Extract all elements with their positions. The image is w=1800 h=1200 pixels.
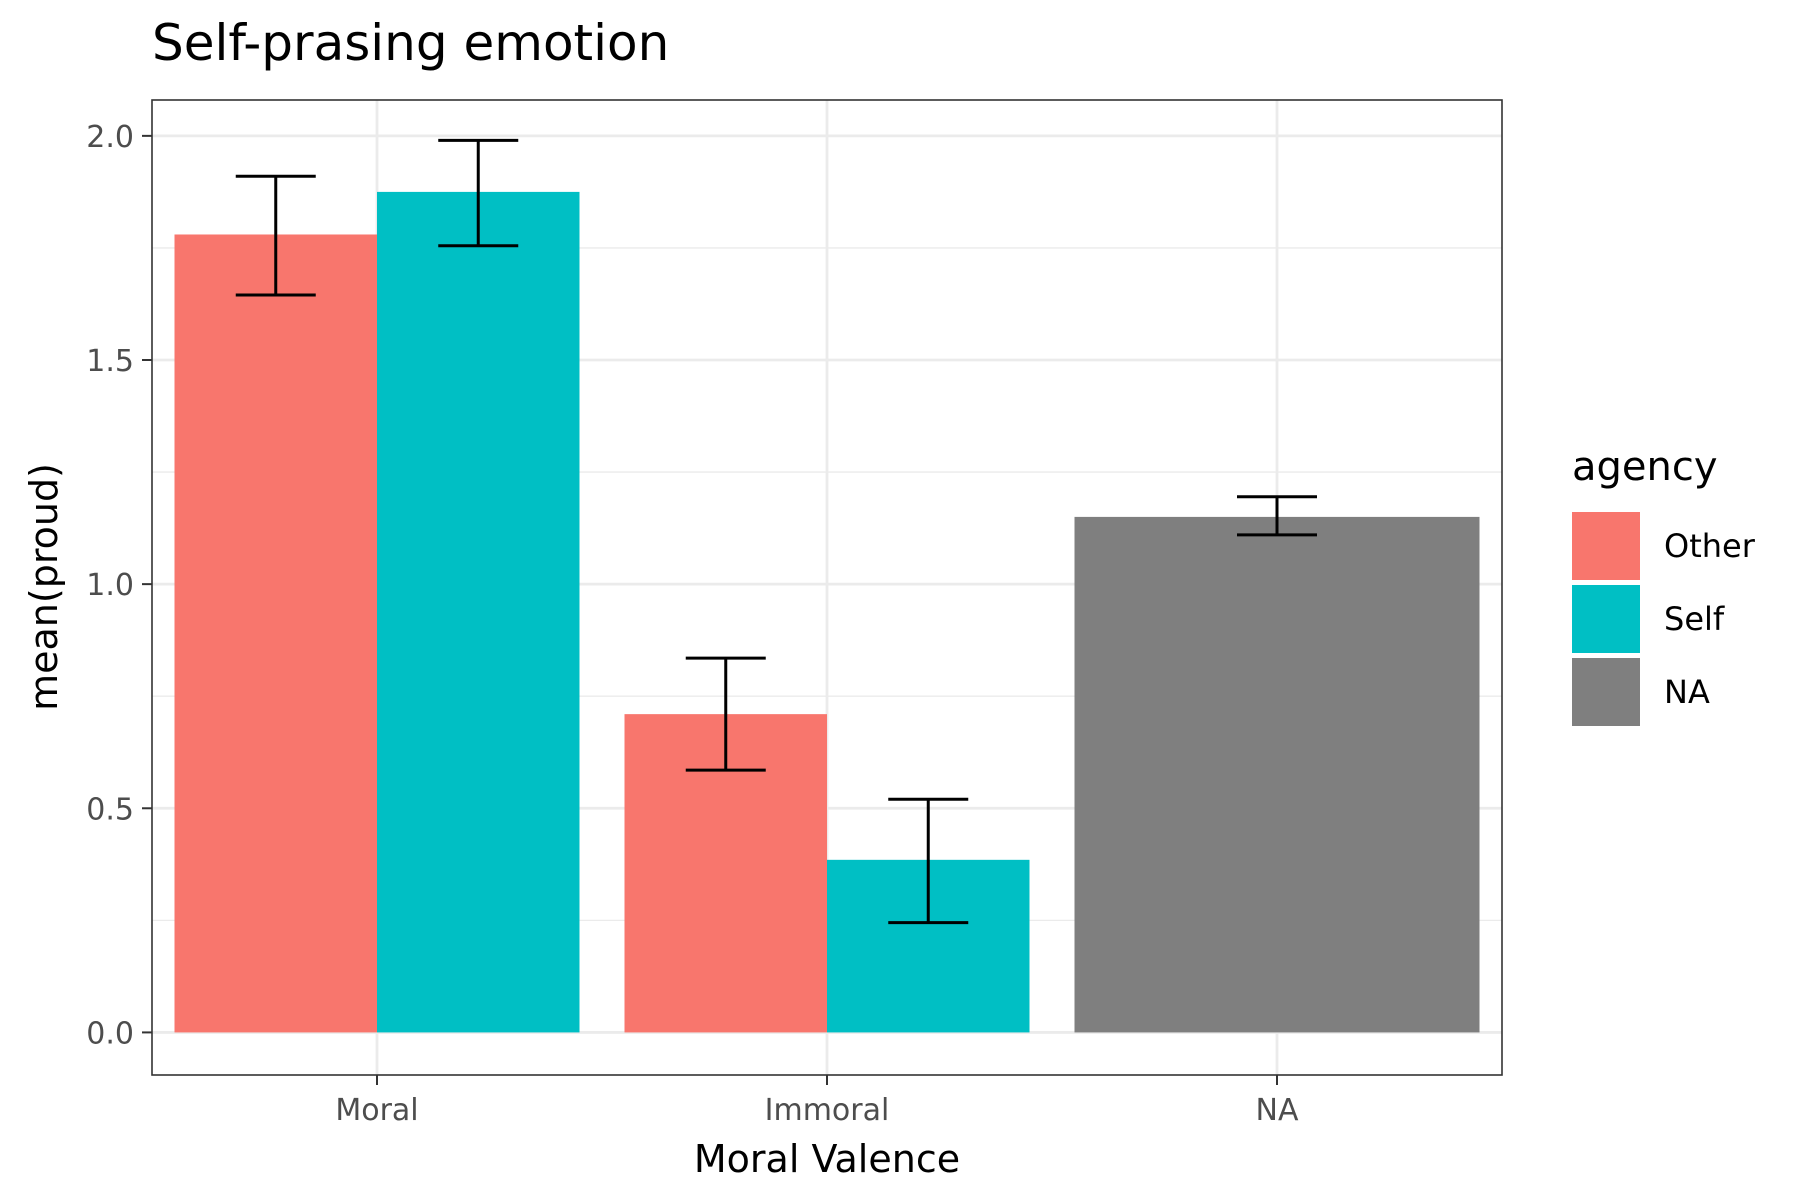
y-axis: 0.0 0.5 1.0 1.5 2.0 xyxy=(86,120,152,1051)
bars xyxy=(174,191,1480,1033)
x-tick-label: Moral xyxy=(335,1093,418,1128)
legend-swatch-self xyxy=(1572,585,1640,653)
bar-moral-self xyxy=(377,191,580,1033)
legend-label-na: NA xyxy=(1664,673,1710,711)
y-axis-title: mean(proud) xyxy=(22,463,66,711)
x-axis: Moral Immoral NA xyxy=(335,1075,1299,1128)
error-bars xyxy=(235,138,1317,925)
x-axis-title: Moral Valence xyxy=(694,1137,960,1181)
legend-swatch-na xyxy=(1572,658,1640,726)
legend-title: agency xyxy=(1572,444,1718,490)
chart-title: Self-prasing emotion xyxy=(152,14,669,72)
y-tick-label: 0.0 xyxy=(86,1016,134,1051)
legend: agency Other Self NA xyxy=(1572,444,1756,726)
plot-panel xyxy=(151,99,1503,1076)
bar-na-na xyxy=(1074,516,1480,1033)
legend-label-other: Other xyxy=(1664,527,1756,565)
legend-items: Other Self NA xyxy=(1572,512,1756,726)
y-tick-label: 1.5 xyxy=(86,344,134,379)
y-tick-label: 0.5 xyxy=(86,792,134,827)
bar-moral-other xyxy=(174,234,377,1033)
x-tick-label: NA xyxy=(1256,1093,1299,1128)
x-tick-label: Immoral xyxy=(765,1093,890,1128)
y-tick-label: 1.0 xyxy=(86,568,134,603)
legend-swatch-other xyxy=(1572,512,1640,580)
y-tick-label: 2.0 xyxy=(86,120,134,155)
legend-label-self: Self xyxy=(1664,600,1725,638)
